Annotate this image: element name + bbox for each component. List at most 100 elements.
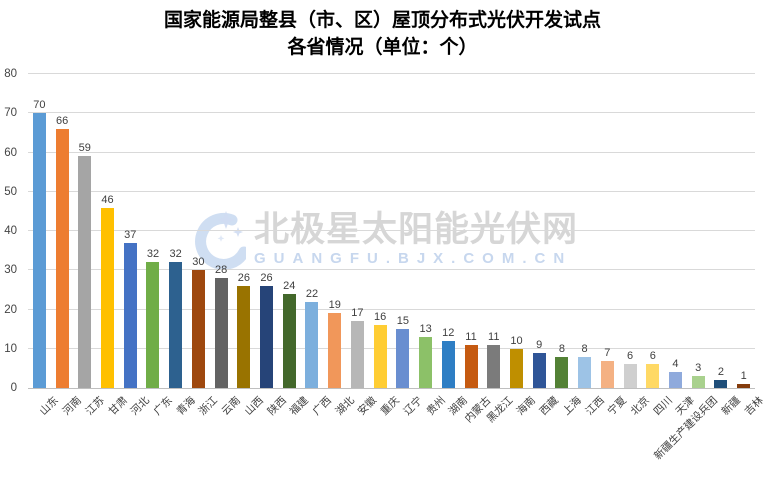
bar [146, 262, 160, 388]
bar-value-label: 3 [695, 362, 702, 375]
y-axis-tick-label: 60 [4, 146, 17, 159]
bar-value-label: 11 [488, 330, 500, 343]
bar [305, 301, 319, 388]
bar-series: 70 66 59 46 37 32 32 30 28 26 26 24 22 19 17 16 15 13 12 11… [28, 74, 755, 388]
bar-value-label: 17 [351, 307, 364, 320]
bar-cell: 8 [551, 74, 574, 388]
bar [282, 293, 296, 388]
bar-value-label: 11 [465, 330, 477, 343]
bar-value-label: 70 [33, 99, 46, 112]
bar-cell: 32 [164, 74, 187, 388]
bar-cell: 30 [187, 74, 210, 388]
gridline [28, 112, 755, 114]
y-axis: 0 10 20 30 40 50 60 70 80 [0, 68, 22, 394]
y-axis-tick-label: 30 [4, 264, 17, 277]
bar [373, 325, 387, 388]
bar-cell: 26 [232, 74, 255, 388]
bar-value-label: 4 [672, 358, 679, 371]
x-axis-label: 陕西 [265, 394, 289, 418]
bar-cell: 9 [528, 74, 551, 388]
bar [646, 364, 660, 388]
x-axis-label: 四川 [651, 394, 675, 418]
x-axis-label: 西藏 [537, 394, 562, 418]
x-axis-label: 海南 [515, 394, 539, 418]
bar-cell: 66 [51, 74, 74, 388]
bar [464, 344, 478, 388]
x-axis-label: 新疆生产建设兵团 [652, 394, 721, 463]
bar-cell: 1 [732, 74, 755, 388]
bar [578, 356, 592, 388]
x-axis-label: 吉林 [742, 394, 765, 418]
bar [737, 384, 751, 388]
chart-title-line1: 国家能源局整县（市、区）屋顶分布式光伏开发试点 [163, 10, 601, 31]
bar-value-label: 10 [510, 334, 523, 347]
bar-cell: 59 [73, 74, 96, 388]
x-axis-label: 湖南 [446, 394, 471, 418]
bar [214, 278, 228, 388]
y-axis-tick-label: 50 [4, 185, 17, 198]
gridline [28, 269, 755, 271]
bar-value-label: 8 [581, 342, 588, 355]
x-axis-label: 甘肃 [106, 394, 130, 418]
bar-cell: 22 [301, 74, 324, 388]
bar [237, 286, 251, 388]
bar [555, 356, 569, 388]
x-axis-label: 广西 [310, 394, 334, 418]
x-axis-label: 上海 [560, 394, 584, 418]
bar [191, 270, 205, 388]
bar-value-label: 13 [419, 323, 432, 335]
x-axis-label: 江西 [583, 394, 607, 418]
x-axis-label: 广东 [151, 394, 175, 418]
bar-cell: 19 [323, 74, 346, 388]
x-axis-label: 贵州 [424, 394, 448, 418]
bar [668, 372, 682, 388]
chart-title-line2: 各省情况（单位：个） [287, 37, 478, 58]
bar-cell: 28 [210, 74, 233, 388]
bar-value-label: 59 [78, 142, 91, 155]
x-axis-label: 内蒙古 [462, 394, 493, 426]
bar-value-label: 12 [442, 326, 455, 339]
bar-cell: 70 [28, 74, 51, 388]
y-axis-tick-label: 10 [4, 342, 17, 355]
x-axis-label: 河南 [60, 394, 84, 418]
x-axis-label: 北京 [628, 394, 652, 418]
bar-cell: 3 [687, 74, 710, 388]
bar [396, 329, 410, 388]
bar-value-label: 26 [237, 272, 250, 284]
bar [419, 337, 433, 388]
bar-value-label: 37 [124, 228, 137, 241]
bar [714, 380, 728, 388]
bar-cell: 2 [710, 74, 733, 388]
bar-value-label: 6 [626, 350, 634, 363]
x-axis-label: 黑龙江 [484, 394, 516, 426]
x-axis-label: 新疆 [719, 394, 743, 418]
x-axis-label: 重庆 [378, 394, 403, 418]
bar-cell: 4 [664, 74, 687, 388]
plot-area: 70 66 59 46 37 32 32 30 28 26 26 24 22 19 17 16 15 13 12 11… [28, 73, 755, 389]
y-axis-tick-label: 70 [4, 107, 17, 120]
bar [623, 364, 637, 388]
x-axis-label: 浙江 [196, 394, 221, 418]
x-axis-label: 湖北 [333, 394, 357, 418]
chart-title: 国家能源局整县（市、区）屋顶分布式光伏开发试点 各省情况（单位：个） [0, 7, 765, 61]
bar [350, 321, 364, 388]
bar [101, 207, 115, 388]
x-axis-label: 河北 [128, 394, 153, 418]
bar-value-label: 2 [717, 366, 724, 379]
x-axis-label: 辽宁 [401, 394, 425, 418]
bar-value-label: 32 [169, 248, 182, 261]
bar-cell: 15 [392, 74, 415, 388]
bar-value-label: 1 [740, 370, 747, 383]
bar [600, 360, 614, 388]
bar [169, 262, 183, 388]
x-axis-line [28, 388, 755, 389]
bar-value-label: 8 [558, 342, 565, 355]
gridline [28, 308, 755, 310]
gridline [28, 151, 755, 153]
bar-cell: 11 [460, 74, 483, 388]
bar-cell: 11 [482, 74, 505, 388]
bar [78, 156, 92, 388]
bar [441, 340, 455, 388]
bar-cell: 16 [369, 74, 392, 388]
bar [487, 344, 501, 388]
